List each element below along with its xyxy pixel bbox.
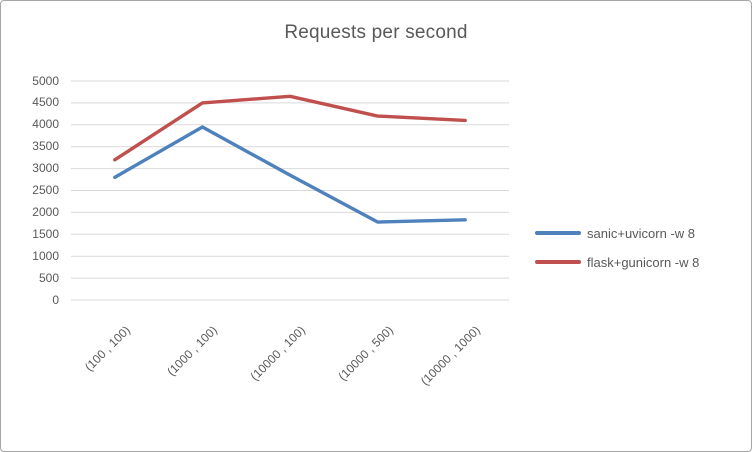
chart-title: Requests per second bbox=[284, 22, 468, 43]
legend: sanic+uvicorn -w 8 flask+gunicorn -w 8 bbox=[535, 223, 699, 281]
y-tick-label: 4000 bbox=[32, 117, 59, 132]
y-tick-label: 3500 bbox=[32, 139, 59, 154]
y-tick-label: 500 bbox=[38, 270, 59, 285]
legend-item-flask-gunicorn-w-8: flask+gunicorn -w 8 bbox=[535, 252, 699, 272]
legend-label: flask+gunicorn -w 8 bbox=[587, 254, 700, 270]
y-tick-label: 3000 bbox=[32, 161, 59, 176]
y-tick-label: 0 bbox=[52, 292, 59, 307]
y-tick-label: 5000 bbox=[32, 73, 59, 88]
legend-item-sanic-uvicorn-w-8: sanic+uvicorn -w 8 bbox=[535, 223, 699, 243]
legend-label: sanic+uvicorn -w 8 bbox=[587, 225, 696, 241]
series-line-flask-gunicorn-w-8 bbox=[113, 94, 467, 162]
y-tick-label: 1000 bbox=[32, 248, 59, 263]
y-tick-label: 4500 bbox=[32, 95, 59, 110]
series-line-sanic-uvicorn-w-8 bbox=[113, 125, 467, 224]
y-tick-label: 2000 bbox=[32, 204, 59, 219]
y-tick-label: 1500 bbox=[32, 226, 59, 241]
y-tick-label: 2500 bbox=[32, 183, 59, 197]
legend-line-swatch bbox=[535, 231, 581, 235]
legend-line-swatch bbox=[535, 260, 581, 264]
